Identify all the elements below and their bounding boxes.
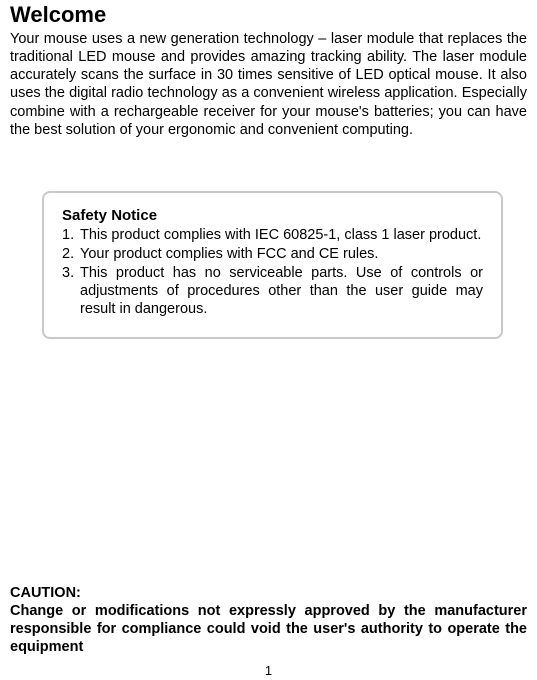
page-number: 1 bbox=[0, 663, 537, 678]
page-title: Welcome bbox=[10, 2, 527, 28]
list-text: This product has no serviceable parts. U… bbox=[80, 264, 483, 318]
intro-paragraph: Your mouse uses a new generation technol… bbox=[10, 30, 527, 139]
list-item: 1. This product complies with IEC 60825-… bbox=[62, 226, 483, 244]
document-page: Welcome Your mouse uses a new generation… bbox=[0, 2, 537, 680]
list-number: 1. bbox=[62, 226, 80, 244]
caution-block: CAUTION: Change or modifications not exp… bbox=[10, 584, 527, 657]
caution-heading: CAUTION: bbox=[10, 584, 527, 602]
list-number: 2. bbox=[62, 245, 80, 263]
safety-notice-heading: Safety Notice bbox=[62, 207, 483, 224]
list-item: 2. Your product complies with FCC and CE… bbox=[62, 245, 483, 263]
list-item: 3. This product has no serviceable parts… bbox=[62, 264, 483, 318]
list-text: Your product complies with FCC and CE ru… bbox=[80, 245, 483, 263]
caution-body: Change or modifications not expressly ap… bbox=[10, 602, 527, 656]
list-text: This product complies with IEC 60825-1, … bbox=[80, 226, 483, 244]
safety-notice-box: Safety Notice 1. This product complies w… bbox=[42, 191, 503, 340]
safety-notice-list: 1. This product complies with IEC 60825-… bbox=[62, 226, 483, 319]
list-number: 3. bbox=[62, 264, 80, 318]
